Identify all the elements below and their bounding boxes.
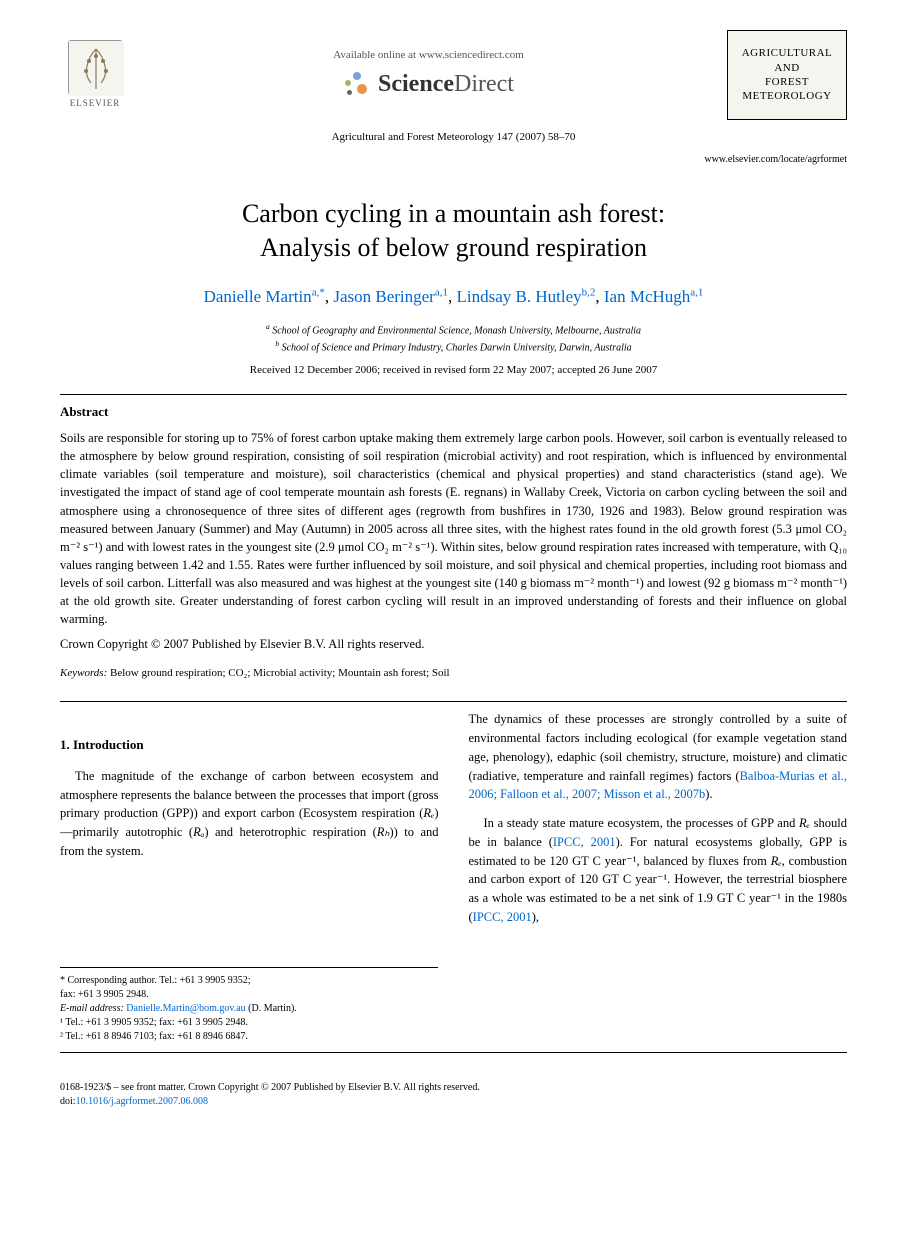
author-name: Ian McHugh	[604, 287, 690, 306]
footnote-1: ¹ Tel.: +61 3 9905 9352; fax: +61 3 9905…	[60, 1016, 438, 1030]
var-Rh: Rₕ	[377, 825, 390, 839]
author-name: Jason Beringer	[333, 287, 435, 306]
title-line2: Analysis of below ground respiration	[260, 233, 647, 262]
sd-dots-icon	[343, 70, 373, 100]
journal-logo-line: FOREST	[765, 75, 809, 89]
affil-sup: a	[266, 322, 270, 331]
author-link[interactable]: Ian McHugh	[604, 287, 690, 306]
doi-label: doi:	[60, 1096, 76, 1107]
author-name: Lindsay B. Hutley	[456, 287, 581, 306]
corresponding-fax: fax: +61 3 9905 2948.	[60, 988, 438, 1002]
text-run: In a steady state mature ecosystem, the …	[484, 816, 800, 830]
author-sup: b,2	[582, 286, 596, 298]
abstract-text: Soils are responsible for storing up to …	[60, 429, 847, 628]
abstract-copyright: Crown Copyright © 2007 Published by Else…	[60, 636, 847, 654]
divider	[60, 1052, 847, 1053]
email-line: E-mail address: Danielle.Martin@bom.gov.…	[60, 1002, 438, 1016]
abstract-heading: Abstract	[60, 403, 847, 421]
journal-cover-logo: AGRICULTURAL AND FOREST METEOROLOGY	[727, 30, 847, 120]
footnote-2: ² Tel.: +61 8 8946 7103; fax: +61 8 8946…	[60, 1030, 438, 1044]
journal-logo-line: AND	[774, 61, 799, 75]
keywords-text: Below ground respiration; CO₂; Microbial…	[107, 667, 449, 679]
affil-text: School of Geography and Environmental Sc…	[272, 325, 641, 336]
citation-line: Agricultural and Forest Meteorology 147 …	[60, 130, 847, 145]
text-run: ).	[705, 787, 712, 801]
body-columns: 1. Introduction The magnitude of the exc…	[60, 710, 847, 936]
sciencedirect-logo: ScienceDirect	[130, 68, 727, 102]
sd-available-text: Available online at www.sciencedirect.co…	[130, 48, 727, 63]
journal-logo-line: AGRICULTURAL	[742, 46, 833, 60]
email-who: (D. Martin).	[246, 1003, 297, 1014]
var-Ra: Rₐ	[193, 825, 204, 839]
affil-sup: b	[275, 339, 279, 348]
author-name: Danielle Martin	[204, 287, 312, 306]
var-Re: Rₑ	[799, 816, 810, 830]
article-dates: Received 12 December 2006; received in r…	[60, 363, 847, 378]
divider	[60, 394, 847, 395]
intro-para-2: In a steady state mature ecosystem, the …	[469, 814, 848, 927]
sd-wordmark: ScienceDirect	[378, 68, 514, 102]
affiliations: a School of Geography and Environmental …	[60, 321, 847, 356]
citation-link[interactable]: IPCC, 2001	[553, 835, 616, 849]
divider	[60, 701, 847, 702]
right-column: The dynamics of these processes are stro…	[469, 710, 848, 936]
author-link[interactable]: Jason Beringer	[333, 287, 435, 306]
affil-text: School of Science and Primary Industry, …	[282, 342, 632, 353]
text-run: The magnitude of the exchange of carbon …	[60, 769, 439, 821]
title-line1: Carbon cycling in a mountain ash forest:	[242, 199, 665, 228]
intro-para-1-cont: The dynamics of these processes are stro…	[469, 710, 848, 804]
header-row: ELSEVIER Available online at www.science…	[60, 30, 847, 120]
text-run: ) and heterotrophic respiration (	[204, 825, 376, 839]
intro-para-1: The magnitude of the exchange of carbon …	[60, 767, 439, 861]
authors-line: Danielle Martina,*, Jason Beringera,1, L…	[60, 285, 847, 309]
footer: 0168-1923/$ – see front matter. Crown Co…	[60, 1073, 847, 1109]
sd-name-light: Direct	[454, 71, 514, 97]
footnotes: * Corresponding author. Tel.: +61 3 9905…	[60, 967, 438, 1044]
elsevier-tree-icon	[68, 40, 123, 95]
left-column: 1. Introduction The magnitude of the exc…	[60, 710, 439, 936]
elsevier-label: ELSEVIER	[70, 97, 121, 110]
citation-link[interactable]: IPCC, 2001	[473, 910, 532, 924]
journal-logo-line: METEOROLOGY	[742, 89, 831, 103]
doi-link[interactable]: 10.1016/j.agrformet.2007.06.008	[76, 1096, 208, 1107]
journal-url: www.elsevier.com/locate/agrformet	[60, 153, 847, 167]
keywords-line: Keywords: Below ground respiration; CO₂;…	[60, 666, 847, 681]
keywords-label: Keywords:	[60, 667, 107, 679]
sciencedirect-block: Available online at www.sciencedirect.co…	[130, 48, 727, 102]
author-link[interactable]: Lindsay B. Hutley	[456, 287, 581, 306]
article-title: Carbon cycling in a mountain ash forest:…	[60, 197, 847, 265]
var-Re: Rₑ	[771, 854, 782, 868]
author-sup: a,1	[435, 286, 448, 298]
var-Re: Rₑ	[423, 806, 434, 820]
email-label: E-mail address:	[60, 1003, 124, 1014]
doi-line: doi:10.1016/j.agrformet.2007.06.008	[60, 1095, 847, 1109]
corresponding-author: * Corresponding author. Tel.: +61 3 9905…	[60, 974, 438, 988]
author-link[interactable]: Danielle Martin	[204, 287, 312, 306]
text-run: ),	[532, 910, 539, 924]
sd-name-bold: Science	[378, 71, 454, 97]
issn-line: 0168-1923/$ – see front matter. Crown Co…	[60, 1081, 847, 1095]
section-heading: 1. Introduction	[60, 735, 439, 755]
author-sup: a,*	[312, 286, 325, 298]
elsevier-logo: ELSEVIER	[60, 38, 130, 113]
author-sup: a,1	[690, 286, 703, 298]
email-link[interactable]: Danielle.Martin@bom.gov.au	[126, 1003, 245, 1014]
